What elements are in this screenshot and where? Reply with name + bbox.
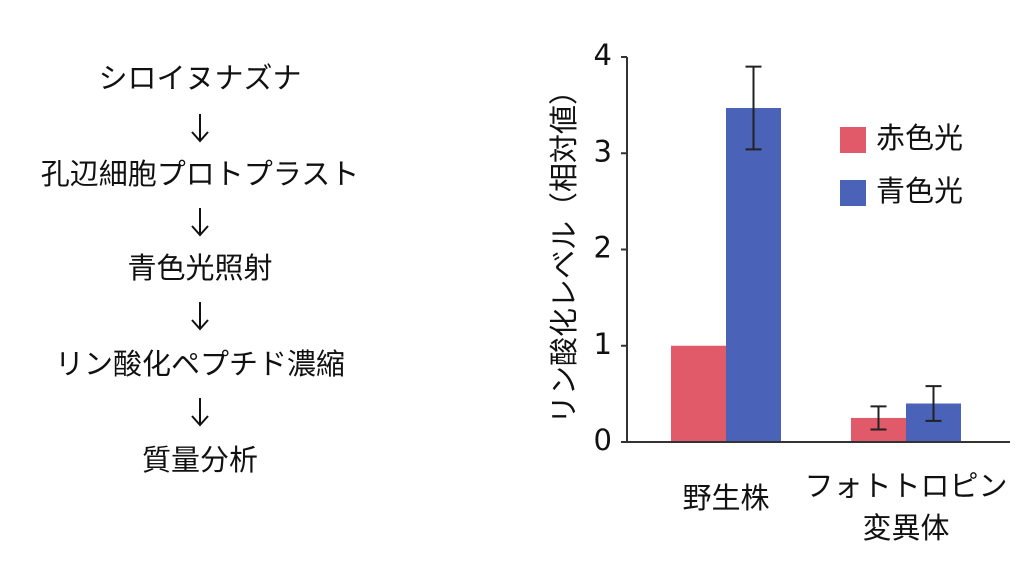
y-axis-label: リン酸化レベル（相対値） <box>547 76 581 424</box>
y-tick-label: 3 <box>594 134 612 168</box>
y-tick-label: 2 <box>594 231 612 265</box>
legend-label: 赤色光 <box>876 121 963 155</box>
legend-label: 青色光 <box>876 174 963 208</box>
legend-swatch <box>840 127 866 153</box>
x-tick-label: 野生株 <box>682 481 769 515</box>
flow-arrow <box>191 398 209 427</box>
bar <box>671 345 726 442</box>
error-bar <box>925 385 942 422</box>
error-bar <box>870 405 887 431</box>
flow-step: 質量分析 <box>142 443 258 477</box>
flow-step: リン酸化ペプチド濃縮 <box>55 347 345 381</box>
flow-arrows <box>191 114 209 427</box>
y-tick-label: 4 <box>594 38 612 72</box>
flow-arrow <box>191 302 209 331</box>
bar <box>726 108 781 442</box>
flow-step: シロイヌナズナ <box>98 61 301 95</box>
flow-step: 青色光照射 <box>127 251 272 285</box>
legend-swatch <box>840 180 866 206</box>
y-tick-label: 0 <box>594 423 612 457</box>
flow-step: 孔辺細胞プロトプラスト <box>41 157 359 191</box>
flow-arrow <box>191 208 209 237</box>
flow-arrow <box>191 114 209 143</box>
x-tick-label: フォトトロピン変異体 <box>804 469 1007 545</box>
error-bar <box>745 65 762 151</box>
y-tick-label: 1 <box>594 327 612 361</box>
